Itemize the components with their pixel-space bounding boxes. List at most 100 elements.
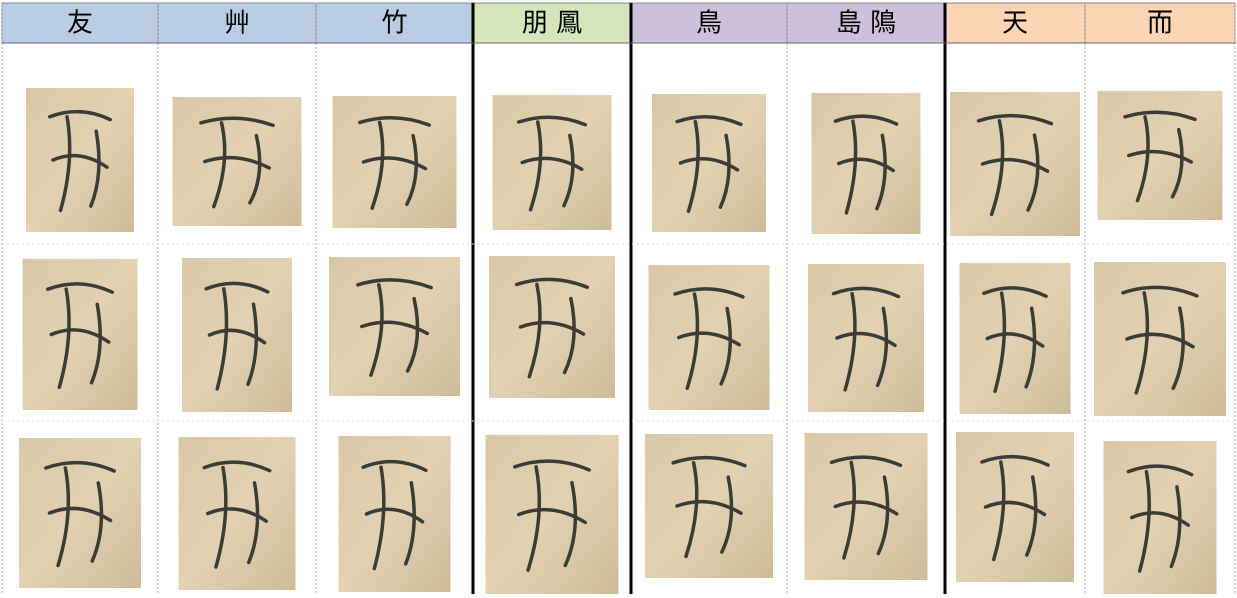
seal-character-image xyxy=(492,95,612,230)
brush-stroke xyxy=(403,481,416,566)
paper xyxy=(182,258,292,412)
brush-stroke xyxy=(405,296,420,373)
seal-character-image xyxy=(804,433,928,580)
seal-character-image xyxy=(178,437,296,590)
brush-stroke xyxy=(993,291,1007,394)
brush-stroke xyxy=(983,500,1047,517)
brush-stroke xyxy=(835,331,897,348)
brush-stroke xyxy=(831,286,901,299)
paper xyxy=(1103,441,1217,594)
header-label: 艸 xyxy=(224,9,250,39)
seal-character-image xyxy=(485,435,619,594)
brush-stroke xyxy=(671,455,747,468)
brush-stroke xyxy=(202,460,272,473)
brush-stroke xyxy=(843,291,857,392)
seal-character-image xyxy=(26,88,134,232)
header-cell xyxy=(315,2,474,44)
brush-stroke xyxy=(719,306,732,386)
brush-stroke xyxy=(207,328,267,345)
brush-stroke xyxy=(1123,110,1197,122)
brush-stroke xyxy=(563,480,578,568)
brush-stroke xyxy=(989,119,1005,217)
paper xyxy=(808,264,924,412)
brush-stroke xyxy=(44,460,116,473)
brush-stroke xyxy=(370,120,385,210)
seal-character-image xyxy=(19,438,141,588)
paper xyxy=(338,436,451,592)
brush-stroke xyxy=(48,109,112,122)
header-cell xyxy=(1084,2,1236,44)
seal-character-image xyxy=(808,264,924,412)
brush-stroke xyxy=(684,461,699,559)
brush-stroke xyxy=(248,133,262,205)
brush-stroke xyxy=(673,287,745,299)
brush-stroke xyxy=(1170,127,1184,199)
brush-stroke xyxy=(976,113,1054,126)
brush-stroke xyxy=(364,507,425,524)
header-label: 天 xyxy=(1002,9,1028,39)
brush-stroke xyxy=(361,459,428,473)
seal-character-image xyxy=(648,265,770,410)
paper xyxy=(489,256,615,398)
brush-stroke xyxy=(1026,133,1040,212)
paper xyxy=(172,97,302,226)
paper xyxy=(652,94,766,232)
paper xyxy=(26,88,134,232)
brush-stroke xyxy=(982,286,1048,298)
brush-stroke xyxy=(1169,485,1182,569)
seal-character-image xyxy=(1103,441,1217,594)
brush-stroke xyxy=(1121,285,1199,298)
brush-stroke xyxy=(90,481,104,563)
brush-stroke xyxy=(562,133,575,208)
brush-stroke xyxy=(356,278,433,290)
seal-character-image xyxy=(1097,91,1223,220)
header-label: 竹 xyxy=(381,9,407,39)
brush-stroke xyxy=(1135,115,1150,203)
seal-character-image xyxy=(332,96,457,228)
brush-stroke xyxy=(1137,469,1151,573)
brush-stroke xyxy=(46,282,114,294)
seal-character-image xyxy=(645,434,773,578)
header-label: 朋 鳳 xyxy=(522,9,582,39)
seal-character-image xyxy=(22,259,138,410)
brush-stroke xyxy=(675,114,743,127)
brush-stroke xyxy=(514,277,590,289)
brush-stroke xyxy=(49,328,111,344)
header-cell xyxy=(472,2,632,44)
paper xyxy=(178,437,296,590)
brush-stroke xyxy=(875,133,887,211)
brush-stroke xyxy=(215,287,229,391)
brush-stroke xyxy=(89,129,101,208)
header-label: 友 xyxy=(67,9,93,39)
brush-stroke xyxy=(1134,291,1150,395)
brush-stroke xyxy=(985,332,1045,348)
brush-stroke xyxy=(526,465,542,572)
brush-stroke xyxy=(718,133,731,209)
brush-stroke xyxy=(56,466,71,568)
brush-stroke xyxy=(842,460,856,560)
brush-stroke xyxy=(51,153,109,169)
brush-stroke xyxy=(876,475,890,556)
paper xyxy=(1094,262,1226,416)
brush-stroke xyxy=(246,481,260,565)
brush-stroke xyxy=(833,500,899,516)
brush-stroke xyxy=(518,320,586,336)
brush-stroke xyxy=(686,119,700,214)
brush-stroke xyxy=(677,331,741,347)
brush-stroke xyxy=(829,455,903,468)
paper xyxy=(959,263,1071,414)
paper xyxy=(804,433,928,580)
seal-character-image xyxy=(338,436,451,592)
seal-character-image xyxy=(950,92,1080,236)
brush-stroke xyxy=(980,454,1050,467)
brush-stroke xyxy=(361,156,428,171)
seal-character-image xyxy=(329,257,460,396)
brush-stroke xyxy=(58,115,72,213)
brush-stroke xyxy=(562,296,576,375)
paper xyxy=(329,257,460,396)
brush-stroke xyxy=(405,133,419,206)
brush-stroke xyxy=(1025,475,1038,557)
paper xyxy=(22,259,138,410)
seal-character-image xyxy=(652,94,766,232)
